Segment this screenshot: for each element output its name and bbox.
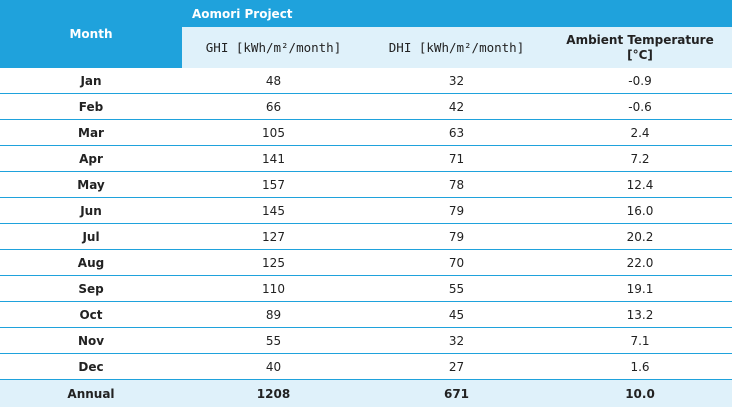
table-row: Jul 127 79 20.2 (0, 223, 732, 250)
annual-ghi-cell: 1208 (182, 379, 365, 407)
ghi-cell: 110 (182, 275, 365, 302)
ghi-cell: 125 (182, 249, 365, 276)
ghi-cell: 105 (182, 119, 365, 146)
temperature-header-line1: Ambient Temperature (566, 32, 714, 47)
ghi-cell: 55 (182, 327, 365, 354)
dhi-cell: 55 (365, 275, 548, 302)
month-cell: Jul (0, 223, 182, 250)
table-row: Feb 66 42 -0.6 (0, 93, 732, 120)
dhi-cell: 63 (365, 119, 548, 146)
table-row: Dec 40 27 1.6 (0, 353, 732, 380)
ghi-cell: 89 (182, 301, 365, 328)
table-row: Nov 55 32 7.1 (0, 327, 732, 354)
table-header: Month Aomori Project GHI [kWh/m²/month] … (0, 0, 732, 68)
table-row: May 157 78 12.4 (0, 171, 732, 198)
month-cell: Mar (0, 119, 182, 146)
month-cell: May (0, 171, 182, 198)
ghi-cell: 127 (182, 223, 365, 250)
table-row: Oct 89 45 13.2 (0, 301, 732, 328)
annual-dhi-cell: 671 (365, 379, 548, 407)
dhi-cell: 71 (365, 145, 548, 172)
table-row: Aug 125 70 22.0 (0, 249, 732, 276)
ghi-cell: 157 (182, 171, 365, 198)
month-column-header: Month (0, 0, 182, 68)
temperature-cell: 16.0 (548, 197, 732, 224)
annual-temperature-cell: 10.0 (548, 379, 732, 407)
temperature-cell: 13.2 (548, 301, 732, 328)
ghi-cell: 40 (182, 353, 365, 380)
ghi-cell: 145 (182, 197, 365, 224)
temperature-cell: 22.0 (548, 249, 732, 276)
temperature-cell: 19.1 (548, 275, 732, 302)
table-row: Jan 48 32 -0.9 (0, 68, 732, 94)
dhi-column-header: DHI [kWh/m²/month] (365, 27, 548, 68)
temperature-column-header: Ambient Temperature [°C] (548, 27, 732, 68)
annual-month-cell: Annual (0, 379, 182, 407)
temperature-cell: 7.2 (548, 145, 732, 172)
month-cell: Feb (0, 93, 182, 120)
temperature-cell: 12.4 (548, 171, 732, 198)
month-cell: Jun (0, 197, 182, 224)
header-row-sub: GHI [kWh/m²/month] DHI [kWh/m²/month] Am… (0, 27, 732, 68)
temperature-cell: 20.2 (548, 223, 732, 250)
temperature-cell: -0.6 (548, 93, 732, 120)
temperature-header-line2: [°C] (627, 47, 653, 62)
dhi-cell: 32 (365, 327, 548, 354)
month-cell: Jan (0, 68, 182, 94)
ghi-cell: 66 (182, 93, 365, 120)
month-cell: Aug (0, 249, 182, 276)
dhi-cell: 42 (365, 93, 548, 120)
month-cell: Dec (0, 353, 182, 380)
month-cell: Apr (0, 145, 182, 172)
month-cell: Nov (0, 327, 182, 354)
ghi-column-header: GHI [kWh/m²/month] (182, 27, 365, 68)
project-title-header: Aomori Project (182, 0, 732, 27)
annual-row: Annual 1208 671 10.0 (0, 379, 732, 407)
header-row-top: Month Aomori Project (0, 0, 732, 68)
dhi-cell: 79 (365, 197, 548, 224)
month-cell: Sep (0, 275, 182, 302)
table-row: Sep 110 55 19.1 (0, 275, 732, 302)
dhi-cell: 78 (365, 171, 548, 198)
temperature-cell: -0.9 (548, 68, 732, 94)
dhi-cell: 70 (365, 249, 548, 276)
temperature-cell: 7.1 (548, 327, 732, 354)
table-body: Jan 48 32 -0.9 Feb 66 42 -0.6 Mar 105 63 2.4 Apr 141 7… (0, 68, 732, 407)
table-row: Mar 105 63 2.4 (0, 119, 732, 146)
dhi-cell: 45 (365, 301, 548, 328)
ghi-cell: 141 (182, 145, 365, 172)
temperature-cell: 2.4 (548, 119, 732, 146)
dhi-cell: 32 (365, 68, 548, 94)
table-row: Apr 141 71 7.2 (0, 145, 732, 172)
table-row: Jun 145 79 16.0 (0, 197, 732, 224)
dhi-cell: 27 (365, 353, 548, 380)
temperature-cell: 1.6 (548, 353, 732, 380)
month-cell: Oct (0, 301, 182, 328)
dhi-cell: 79 (365, 223, 548, 250)
ghi-cell: 48 (182, 68, 365, 94)
